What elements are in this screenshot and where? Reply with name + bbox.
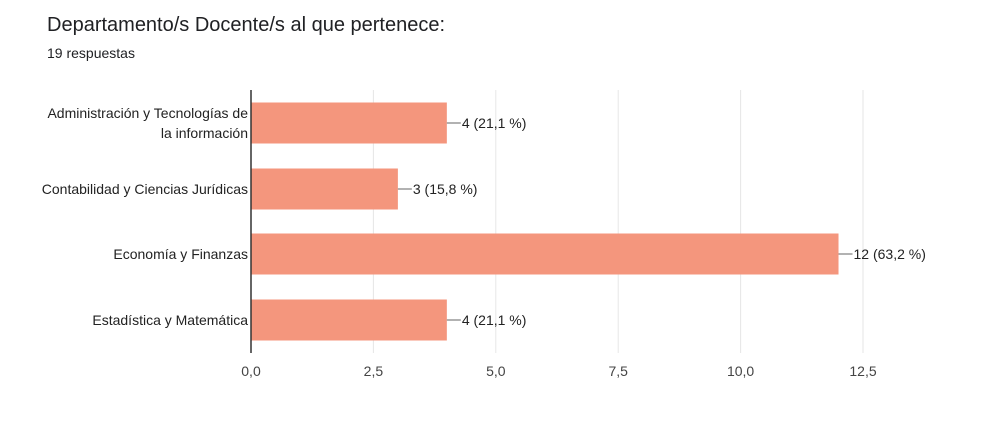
response-count: 19 respuestas: [47, 45, 135, 61]
category-label: Economía y Finanzas: [113, 246, 248, 262]
chart-title: Departamento/s Docente/s al que pertenec…: [47, 14, 446, 36]
x-tick-label: 10,0: [727, 363, 754, 379]
data-label: 12 (63,2 %): [854, 246, 926, 262]
x-tick-label: 7,5: [608, 363, 628, 379]
category-label: Administración y Tecnologías de: [47, 105, 248, 121]
x-tick-label: 5,0: [486, 363, 506, 379]
data-label: 4 (21,1 %): [462, 115, 527, 131]
bar: [251, 168, 398, 210]
bar: [251, 102, 447, 144]
x-tick-label: 2,5: [364, 363, 384, 379]
category-label: la información: [161, 125, 248, 141]
category-label: Estadística y Matemática: [92, 312, 248, 328]
category-label: Contabilidad y Ciencias Jurídicas: [42, 181, 248, 197]
x-tick-label: 0,0: [241, 363, 261, 379]
x-tick-label: 12,5: [849, 363, 876, 379]
bar: [251, 299, 447, 341]
bar: [251, 233, 839, 275]
data-label: 4 (21,1 %): [462, 312, 527, 328]
data-label: 3 (15,8 %): [413, 181, 478, 197]
